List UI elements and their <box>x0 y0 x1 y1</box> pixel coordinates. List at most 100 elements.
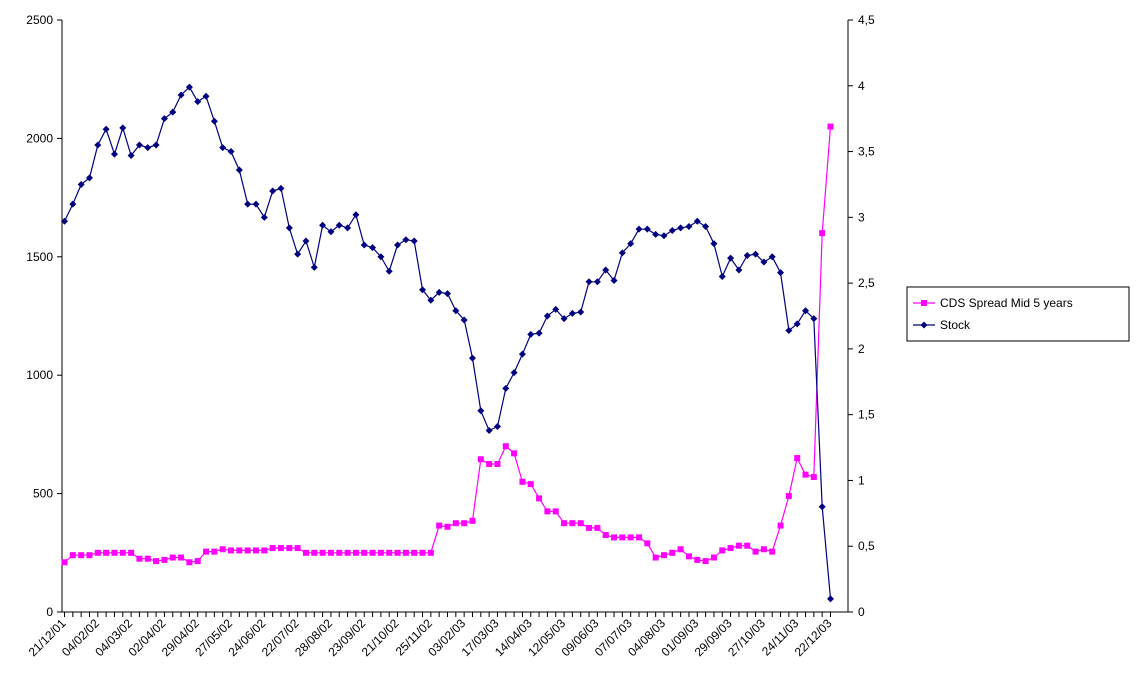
data-point <box>777 522 784 529</box>
data-point <box>402 549 409 556</box>
data-point <box>444 523 451 530</box>
data-point <box>369 244 377 252</box>
data-point <box>502 443 509 450</box>
data-point <box>527 481 534 488</box>
data-point <box>219 144 227 152</box>
data-point <box>819 230 826 237</box>
data-point <box>169 108 177 116</box>
data-point <box>635 225 643 233</box>
left-tick-label: 0 <box>46 605 53 619</box>
data-point <box>285 224 293 232</box>
right-tick-label: 4,5 <box>858 13 875 27</box>
data-point <box>160 115 168 123</box>
data-point <box>585 278 593 286</box>
data-point <box>494 461 501 467</box>
data-point <box>244 547 251 554</box>
left-tick-label: 2500 <box>26 13 53 27</box>
data-point <box>178 554 185 561</box>
data-point <box>61 217 68 225</box>
data-point <box>827 123 834 130</box>
data-point <box>627 240 635 248</box>
data-point <box>153 558 160 565</box>
data-point <box>286 545 293 552</box>
data-point <box>452 307 460 315</box>
data-point <box>69 200 77 208</box>
data-point <box>644 540 651 547</box>
data-point <box>777 269 785 277</box>
data-point <box>161 556 168 563</box>
data-point <box>94 141 102 149</box>
legend: CDS Spread Mid 5 years Stock <box>906 286 1130 342</box>
data-point <box>177 91 185 99</box>
data-point <box>785 492 792 499</box>
data-point <box>718 273 726 281</box>
data-point <box>319 549 326 556</box>
data-point <box>702 558 709 565</box>
data-point <box>402 236 410 244</box>
data-point <box>103 549 110 556</box>
data-point <box>818 503 826 511</box>
data-point <box>794 455 801 462</box>
data-point <box>194 98 202 106</box>
data-point <box>210 117 218 125</box>
data-point <box>435 288 443 296</box>
data-point <box>419 286 427 294</box>
data-point <box>760 546 767 553</box>
data-point <box>685 223 693 231</box>
data-point <box>352 549 359 556</box>
legend-box <box>906 286 1130 342</box>
data-point <box>277 184 285 192</box>
right-tick-label: 0 <box>858 605 865 619</box>
data-point <box>135 141 143 149</box>
right-axis-ticks: 0 0,5 1 1,5 2 2,5 3 3,5 4 4,5 <box>848 13 875 619</box>
data-point <box>344 549 351 556</box>
data-point <box>394 241 402 249</box>
data-point <box>560 315 568 323</box>
legend-item: CDS Spread Mid 5 years <box>913 296 1073 310</box>
data-point <box>785 326 793 334</box>
data-point <box>235 166 243 174</box>
data-point <box>236 547 243 554</box>
data-point <box>219 546 226 553</box>
data-point <box>452 520 459 527</box>
data-point <box>310 263 318 271</box>
data-point <box>169 554 176 561</box>
data-point <box>518 350 526 358</box>
data-point <box>735 542 742 549</box>
data-point <box>194 558 201 565</box>
data-point <box>685 553 692 560</box>
data-point <box>361 549 368 556</box>
data-point <box>185 83 193 91</box>
data-point <box>119 549 126 556</box>
data-point <box>660 232 668 240</box>
data-point <box>610 276 618 284</box>
data-point <box>261 547 268 554</box>
series-stock <box>61 83 834 603</box>
series-line <box>63 86 832 599</box>
data-point <box>128 549 135 556</box>
data-point <box>252 200 260 208</box>
data-point <box>519 478 526 485</box>
x-tick-label: 22/12/03 <box>792 616 835 659</box>
data-point <box>436 522 443 529</box>
data-point <box>552 508 559 515</box>
data-point <box>702 223 710 231</box>
data-point <box>202 92 210 100</box>
data-point <box>119 124 127 132</box>
data-point <box>144 144 152 152</box>
data-point <box>527 330 535 338</box>
data-point <box>385 267 393 275</box>
data-point <box>727 545 734 552</box>
data-point <box>735 266 743 274</box>
data-point <box>69 552 76 559</box>
data-point <box>677 224 685 232</box>
series-line <box>64 126 832 563</box>
data-point <box>136 555 143 562</box>
data-point <box>369 549 376 556</box>
data-point <box>802 471 809 478</box>
data-point <box>144 555 151 562</box>
data-point <box>543 312 551 320</box>
data-point <box>577 308 585 316</box>
data-point <box>660 552 667 559</box>
